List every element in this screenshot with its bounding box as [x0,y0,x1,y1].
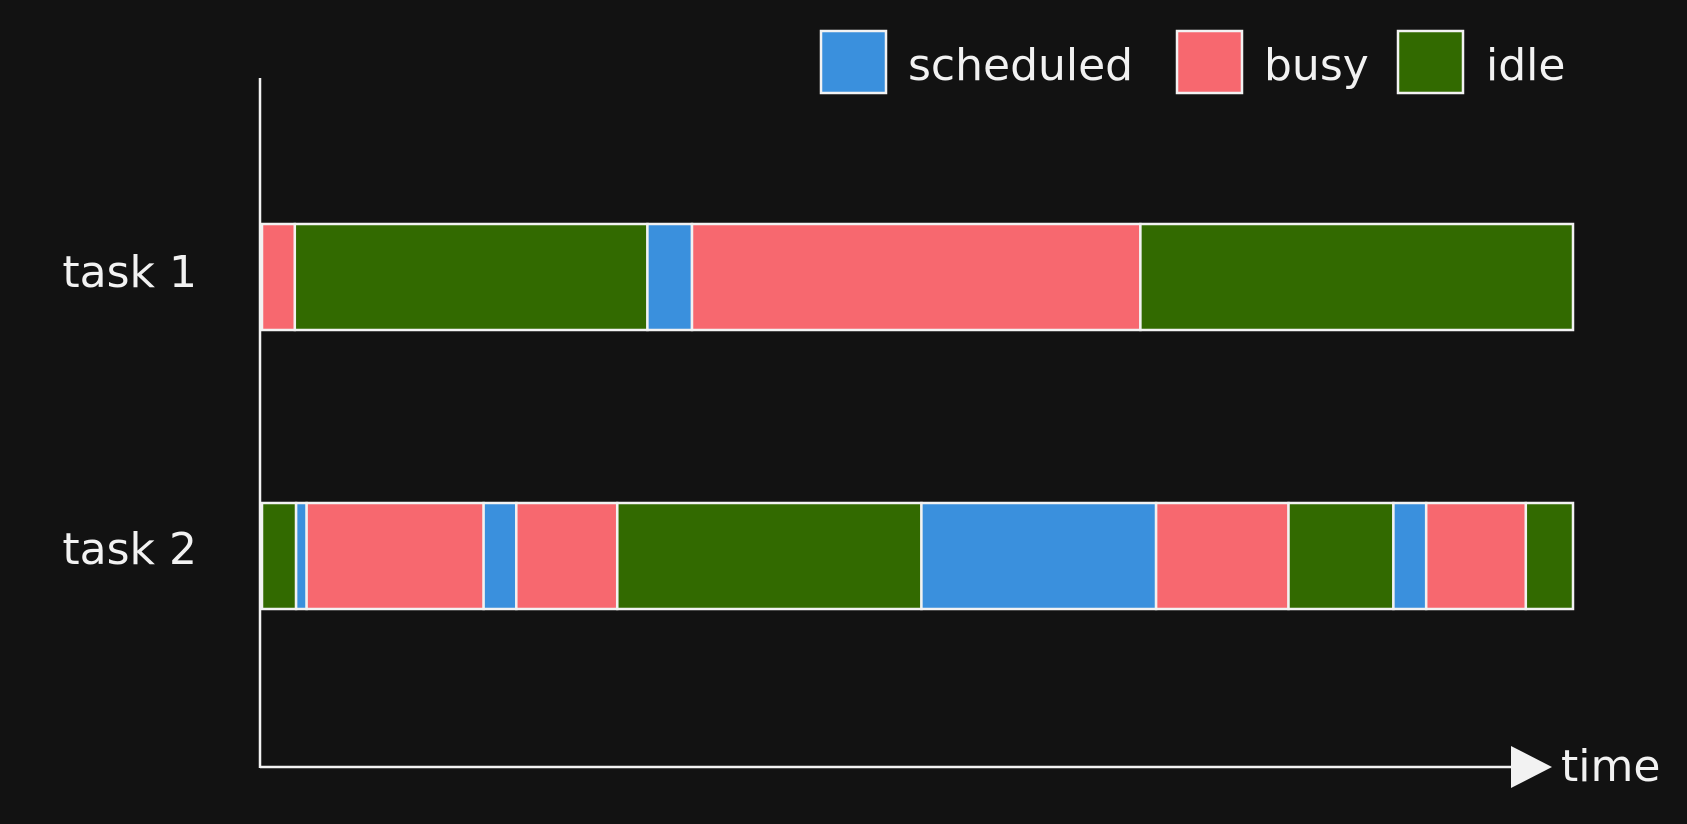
legend-item-scheduled: scheduled [819,29,1133,95]
task-2-segment-busy [515,501,619,611]
task-2-segment-scheduled [1392,501,1428,611]
legend-swatch-busy [1175,29,1244,95]
legend-label-idle: idle [1486,40,1565,91]
legend-label-busy: busy [1264,40,1369,91]
task-1-segment-scheduled [646,222,694,332]
legend: scheduled busy idle [819,29,1565,95]
task-1-segment-busy [690,222,1142,332]
task-2-segment-idle [1524,501,1575,611]
legend-swatch-scheduled [819,29,888,95]
legend-swatch-idle [1396,29,1465,95]
task-2-segment-scheduled [482,501,518,611]
task-1-segments [260,222,1575,332]
time-axis-label: time [1561,741,1660,792]
legend-label-scheduled: scheduled [908,40,1133,91]
task-1-segment-busy [260,222,297,332]
task-2-segment-idle [616,501,923,611]
task-2-segment-idle [260,501,298,611]
task-row-1: task 1 [62,222,1575,332]
axes: time [258,78,1660,792]
task-label-1: task 1 [62,247,197,298]
legend-item-busy: busy [1175,29,1369,95]
time-axis-arrowhead [1511,746,1552,788]
task-2-segment-scheduled [920,501,1158,611]
task-2-segment-busy [1154,501,1290,611]
task-2-segment-idle [1287,501,1395,611]
task-2-segment-busy [1424,501,1528,611]
legend-item-idle: idle [1396,29,1565,95]
task-1-segment-idle [293,222,649,332]
task-2-segment-busy [305,501,485,611]
task-2-segments [260,501,1575,611]
task-2-segment-scheduled [294,501,308,611]
task-row-2: task 2 [62,501,1575,611]
task-label-2: task 2 [62,524,197,575]
task-1-segment-idle [1139,222,1575,332]
